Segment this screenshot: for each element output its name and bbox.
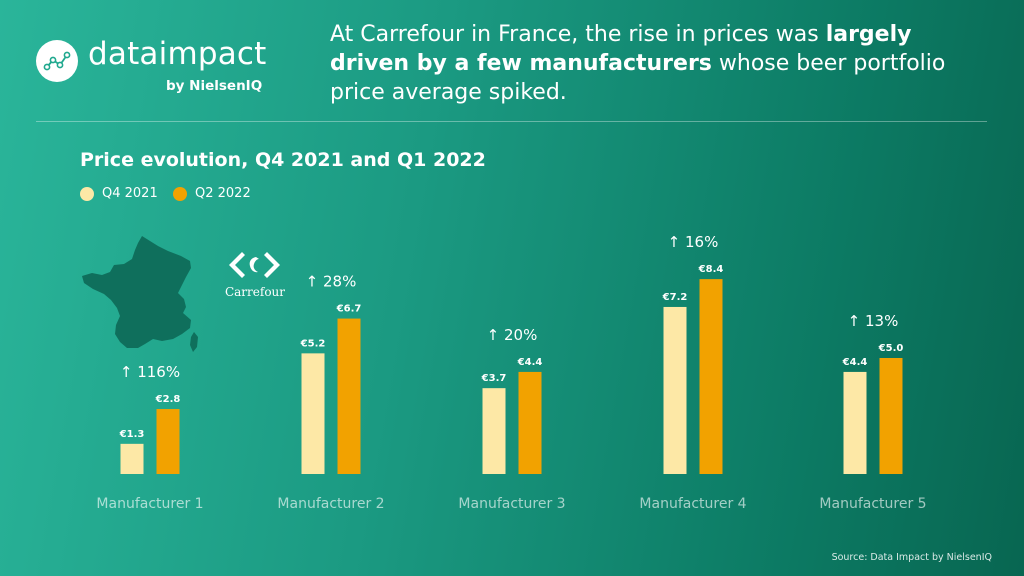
headline-bold: largely driven by a few manufacturers xyxy=(330,22,912,76)
legend-label-q4-2021: Q4 2021 xyxy=(102,186,158,201)
source-note: Source: Data Impact by NielsenIQ xyxy=(831,552,992,563)
bar-q2-2022 xyxy=(337,318,361,474)
bar-value-label: €7.2 xyxy=(662,292,688,303)
growth-annotation: ↑ 13% xyxy=(848,312,899,330)
growth-annotation: ↑ 16% xyxy=(668,233,719,251)
category-label: Manufacturer 2 xyxy=(277,496,384,512)
bar-value-label: €5.0 xyxy=(878,343,904,354)
dataimpact-logo: dataimpact by NielsenIQ xyxy=(36,36,296,100)
bar-q4-2021 xyxy=(482,388,506,474)
divider xyxy=(36,121,987,122)
carrefour-logo: Carrefour xyxy=(220,248,290,304)
category-label: Manufacturer 4 xyxy=(639,496,746,512)
bar-value-label: €6.7 xyxy=(336,304,362,315)
bar-q2-2022 xyxy=(879,358,903,474)
line-chart-icon xyxy=(36,40,78,82)
bar-value-label: €8.4 xyxy=(698,264,724,275)
bar-q4-2021 xyxy=(843,371,867,474)
bar-value-label: €5.2 xyxy=(300,338,326,349)
carrefour-logo-icon xyxy=(229,252,280,278)
headline: At Carrefour in France, the rise in pric… xyxy=(330,20,950,107)
brand-name: dataimpact xyxy=(88,36,267,72)
bar-q2-2022 xyxy=(518,371,542,474)
bar-value-label: €4.4 xyxy=(517,357,543,368)
growth-annotation: ↑ 20% xyxy=(487,326,538,344)
category-label: Manufacturer 5 xyxy=(819,496,926,512)
legend-swatch-q2-2022 xyxy=(173,187,187,201)
brand-sub: by NielsenIQ xyxy=(166,78,263,94)
bar-q4-2021 xyxy=(663,306,687,474)
bar-q2-2022 xyxy=(156,409,180,474)
legend-label-q2-2022: Q2 2022 xyxy=(195,186,251,201)
bar-q4-2021 xyxy=(301,353,325,474)
category-label: Manufacturer 1 xyxy=(96,496,203,512)
legend-swatch-q4-2021 xyxy=(80,187,94,201)
bar-value-label: €1.3 xyxy=(119,429,145,440)
growth-annotation: ↑ 28% xyxy=(306,273,357,291)
chart-title: Price evolution, Q4 2021 and Q1 2022 xyxy=(80,149,486,171)
bar-value-label: €2.8 xyxy=(155,394,181,405)
headline-part1: At Carrefour in France, the rise in pric… xyxy=(330,22,826,47)
bar-q4-2021 xyxy=(120,443,144,474)
growth-annotation: ↑ 116% xyxy=(120,363,180,381)
category-label: Manufacturer 3 xyxy=(458,496,565,512)
bar-value-label: €3.7 xyxy=(481,373,507,384)
france-map-icon xyxy=(82,236,198,352)
bar-value-label: €4.4 xyxy=(842,357,868,368)
carrefour-label: Carrefour xyxy=(224,285,286,299)
headline-part2: whose beer portfolio price average spike… xyxy=(330,51,946,105)
bar-q2-2022 xyxy=(699,279,723,474)
